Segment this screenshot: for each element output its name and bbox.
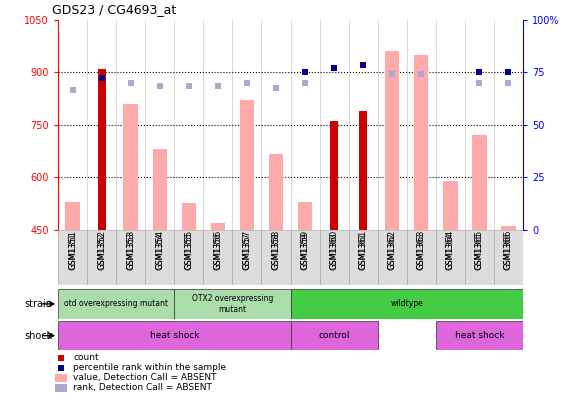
Text: GSM1362: GSM1362 (388, 232, 397, 269)
Bar (494, 230, 523, 285)
Text: GSM1362: GSM1362 (388, 230, 397, 270)
Text: GSM1356: GSM1356 (213, 230, 223, 270)
Bar (232, 230, 261, 285)
Text: GSM1351: GSM1351 (68, 230, 77, 270)
Bar (385, 51, 399, 230)
Bar (359, 111, 367, 230)
Bar (210, 223, 225, 230)
Text: GSM1355: GSM1355 (184, 232, 193, 269)
Bar (65, 202, 80, 230)
Text: GSM1358: GSM1358 (271, 232, 281, 269)
Text: GSM1355: GSM1355 (184, 230, 193, 270)
Text: GSM1364: GSM1364 (446, 232, 455, 269)
Bar (501, 226, 516, 230)
Text: OTX2 overexpressing
mutant: OTX2 overexpressing mutant (192, 294, 273, 314)
Text: GSM1358: GSM1358 (271, 230, 281, 270)
Bar (443, 181, 458, 230)
Text: GSM1357: GSM1357 (242, 232, 252, 269)
Text: GSM1363: GSM1363 (417, 232, 426, 269)
Bar (55, 374, 67, 382)
Bar (268, 154, 283, 230)
Text: GSM1359: GSM1359 (300, 232, 310, 269)
Text: GSM1361: GSM1361 (358, 232, 368, 269)
Bar (297, 202, 313, 230)
Text: control: control (318, 331, 350, 340)
Text: GSM1352: GSM1352 (97, 230, 106, 270)
Text: percentile rank within the sample: percentile rank within the sample (73, 363, 227, 372)
Text: GSM1351: GSM1351 (68, 232, 77, 269)
Bar (58, 230, 87, 285)
Bar (349, 230, 378, 285)
Bar (472, 135, 486, 230)
Bar (55, 384, 67, 392)
Text: GSM1360: GSM1360 (329, 230, 339, 270)
Bar (290, 321, 378, 350)
Bar (116, 230, 145, 285)
Text: GSM1366: GSM1366 (504, 232, 513, 269)
Text: GSM1364: GSM1364 (446, 230, 455, 270)
Bar (436, 321, 523, 350)
Bar (181, 203, 196, 230)
Bar (436, 230, 465, 285)
Text: GSM1357: GSM1357 (242, 230, 252, 270)
Text: GSM1363: GSM1363 (417, 230, 426, 270)
Bar (239, 100, 254, 230)
Text: rank, Detection Call = ABSENT: rank, Detection Call = ABSENT (73, 383, 212, 392)
Bar (58, 321, 290, 350)
Bar (152, 149, 167, 230)
Text: value, Detection Call = ABSENT: value, Detection Call = ABSENT (73, 373, 217, 382)
Text: heat shock: heat shock (149, 331, 199, 340)
Text: GSM1354: GSM1354 (155, 232, 164, 269)
Bar (123, 104, 138, 230)
Text: GSM1360: GSM1360 (329, 232, 339, 269)
Text: heat shock: heat shock (454, 331, 504, 340)
Bar (145, 230, 174, 285)
Bar (261, 230, 290, 285)
Bar (174, 230, 203, 285)
Text: strain: strain (24, 299, 52, 309)
Bar (203, 230, 232, 285)
Bar (320, 230, 349, 285)
Text: GSM1365: GSM1365 (475, 232, 484, 269)
Bar (58, 289, 174, 319)
Bar (98, 69, 106, 230)
Text: GSM1352: GSM1352 (97, 232, 106, 269)
Text: GSM1353: GSM1353 (126, 232, 135, 269)
Bar (378, 230, 407, 285)
Bar (290, 289, 523, 319)
Text: GSM1353: GSM1353 (126, 230, 135, 270)
Bar (330, 121, 338, 230)
Text: GSM1354: GSM1354 (155, 230, 164, 270)
Bar (87, 230, 116, 285)
Text: GDS23 / CG4693_at: GDS23 / CG4693_at (52, 3, 177, 16)
Text: wildtype: wildtype (390, 299, 423, 308)
Text: GSM1359: GSM1359 (300, 230, 310, 270)
Text: GSM1356: GSM1356 (213, 232, 223, 269)
Text: count: count (73, 353, 99, 362)
Text: GSM1361: GSM1361 (358, 230, 368, 270)
Text: shock: shock (24, 331, 52, 341)
Text: GSM1365: GSM1365 (475, 230, 484, 270)
Bar (290, 230, 320, 285)
Bar (407, 230, 436, 285)
Text: otd overexpressing mutant: otd overexpressing mutant (64, 299, 168, 308)
Bar (465, 230, 494, 285)
Bar (174, 289, 290, 319)
Bar (414, 55, 428, 230)
Text: GSM1366: GSM1366 (504, 230, 513, 270)
